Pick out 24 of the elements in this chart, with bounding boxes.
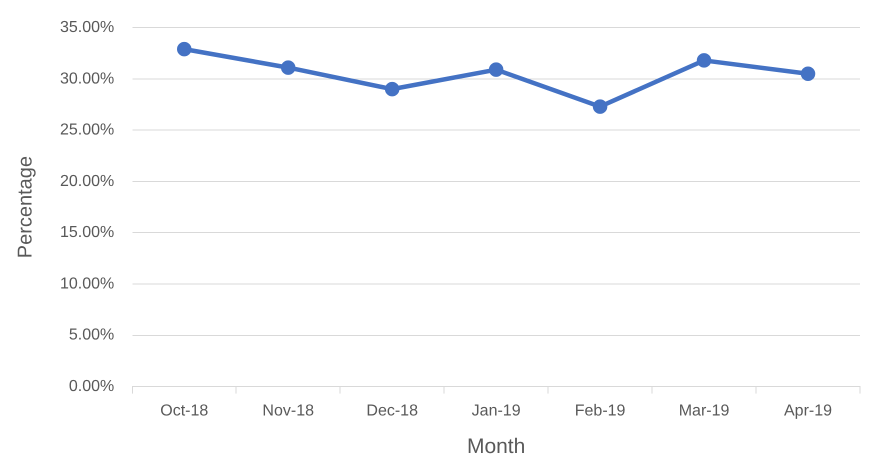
point bbox=[488, 62, 504, 77]
y-tick-label: 10.00% bbox=[60, 275, 114, 292]
x-tick-label: Apr-19 bbox=[784, 402, 832, 420]
y-tick-label: 30.00% bbox=[60, 70, 114, 88]
x-tick-label: Dec-18 bbox=[366, 402, 418, 420]
y-tick-label: 0.00% bbox=[68, 378, 114, 396]
y-tick-label: 5.00% bbox=[68, 326, 114, 344]
x-axis-title: Month bbox=[466, 435, 526, 458]
point bbox=[592, 99, 608, 114]
y-tick-label: 15.00% bbox=[60, 224, 114, 242]
y-axis-title: Percentage bbox=[14, 156, 37, 258]
point bbox=[696, 53, 712, 68]
point bbox=[384, 82, 400, 96]
y-tick-label: 25.00% bbox=[60, 122, 114, 139]
y-tick-label: 20.00% bbox=[60, 172, 114, 190]
y-tick-label: 35.00% bbox=[60, 19, 114, 36]
x-tick-label: Oct-18 bbox=[160, 402, 208, 420]
x-tick-label: Mar-19 bbox=[678, 402, 730, 420]
point bbox=[280, 60, 296, 75]
x-tick-label: Feb-19 bbox=[574, 402, 626, 420]
point bbox=[176, 42, 192, 56]
point bbox=[800, 66, 816, 82]
x-tick-label: Nov-18 bbox=[262, 402, 314, 420]
x-tick-label: Jan-19 bbox=[472, 402, 521, 420]
